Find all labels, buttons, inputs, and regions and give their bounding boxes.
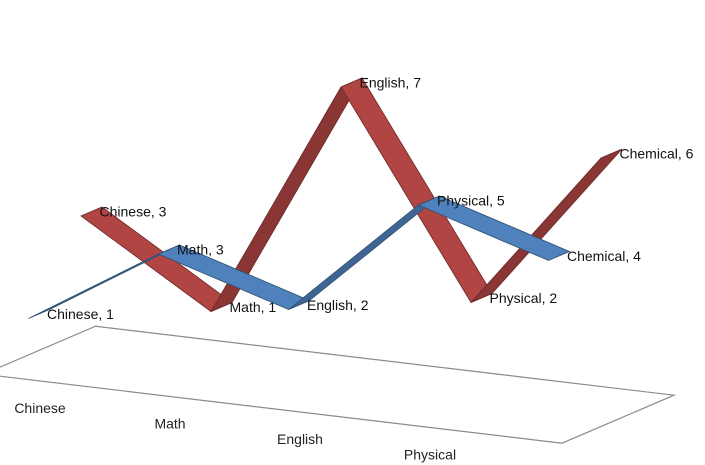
data-label: Physical, 2 [490,290,558,306]
series-ribbon [28,195,571,319]
chart-axes [0,325,677,444]
data-label: Math, 1 [230,299,277,315]
data-labels: Chinese, 3 Math, 1 English, 7 Physical, 2 Ch… [47,75,694,323]
data-label: English, 7 [360,75,422,91]
ribbon-segment [417,195,571,261]
data-label: Chemical, 6 [620,146,694,162]
series-ribbon [80,77,623,313]
series-ribbons [28,77,623,319]
data-label: Chemical, 4 [567,248,641,264]
floor [0,325,677,444]
data-label: English, 2 [307,297,369,313]
data-label: Chinese, 1 [47,306,114,322]
category-label: Physical [404,447,456,463]
ribbon-segment [340,77,493,304]
category-label: English [277,431,323,447]
ribbon-segment [470,148,623,303]
category-label: Chemical [531,462,589,465]
category-labels: Chinese Math English Physical Chemical [14,400,589,465]
category-label: Chinese [14,400,66,416]
data-label: Physical, 5 [437,193,505,209]
ribbon-segment [288,195,440,310]
data-label: Math, 3 [177,242,224,258]
data-label: Chinese, 3 [100,204,167,220]
category-label: Math [154,416,185,432]
